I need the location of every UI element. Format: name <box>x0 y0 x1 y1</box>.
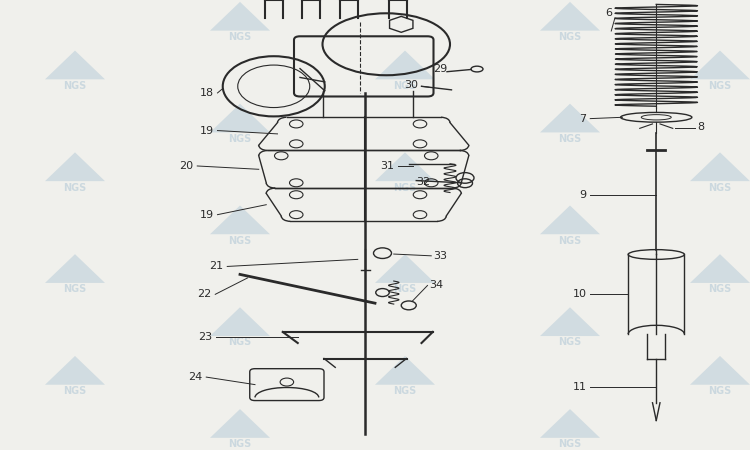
Text: NGS: NGS <box>63 386 86 396</box>
Text: 10: 10 <box>572 289 586 299</box>
Text: 21: 21 <box>209 261 224 271</box>
Text: NGS: NGS <box>558 32 582 42</box>
Text: NGS: NGS <box>393 81 417 91</box>
Text: 24: 24 <box>188 372 202 382</box>
Polygon shape <box>45 254 105 283</box>
Text: 6: 6 <box>606 8 613 18</box>
Polygon shape <box>45 153 105 181</box>
Polygon shape <box>375 153 435 181</box>
Polygon shape <box>690 153 750 181</box>
Text: 23: 23 <box>198 332 212 342</box>
Text: 29: 29 <box>433 63 448 74</box>
Text: NGS: NGS <box>228 236 251 246</box>
Text: NGS: NGS <box>558 134 582 144</box>
Polygon shape <box>45 356 105 385</box>
Text: 32: 32 <box>416 177 430 187</box>
Polygon shape <box>210 104 270 132</box>
Text: 33: 33 <box>433 251 448 261</box>
Polygon shape <box>540 104 600 132</box>
Text: 9: 9 <box>579 190 586 200</box>
Text: NGS: NGS <box>63 284 86 294</box>
Text: NGS: NGS <box>63 81 86 91</box>
Text: 19: 19 <box>200 210 214 220</box>
Text: 22: 22 <box>197 289 211 299</box>
Text: NGS: NGS <box>393 183 417 193</box>
Text: NGS: NGS <box>228 134 251 144</box>
Polygon shape <box>210 206 270 234</box>
Text: 34: 34 <box>429 280 443 291</box>
Text: NGS: NGS <box>708 386 731 396</box>
Text: NGS: NGS <box>558 439 582 449</box>
Text: NGS: NGS <box>708 284 731 294</box>
Polygon shape <box>690 254 750 283</box>
Text: 11: 11 <box>572 382 586 392</box>
Polygon shape <box>210 2 270 31</box>
Polygon shape <box>540 2 600 31</box>
Text: 18: 18 <box>200 88 214 98</box>
Polygon shape <box>540 409 600 438</box>
Polygon shape <box>210 307 270 336</box>
Text: NGS: NGS <box>558 236 582 246</box>
Text: NGS: NGS <box>228 439 251 449</box>
Polygon shape <box>375 356 435 385</box>
Text: NGS: NGS <box>558 338 582 347</box>
Text: 30: 30 <box>404 80 418 90</box>
Polygon shape <box>690 356 750 385</box>
Polygon shape <box>375 50 435 79</box>
Text: 19: 19 <box>200 126 214 135</box>
Text: 20: 20 <box>179 161 194 171</box>
Text: 7: 7 <box>579 113 586 124</box>
Text: NGS: NGS <box>393 386 417 396</box>
Polygon shape <box>540 206 600 234</box>
Polygon shape <box>210 409 270 438</box>
Text: NGS: NGS <box>228 32 251 42</box>
Text: NGS: NGS <box>393 284 417 294</box>
Polygon shape <box>45 50 105 79</box>
Text: 8: 8 <box>698 122 705 132</box>
Polygon shape <box>375 254 435 283</box>
Polygon shape <box>690 50 750 79</box>
Text: NGS: NGS <box>228 338 251 347</box>
Text: NGS: NGS <box>708 81 731 91</box>
Polygon shape <box>540 307 600 336</box>
Text: 31: 31 <box>380 161 394 171</box>
Text: NGS: NGS <box>63 183 86 193</box>
Text: NGS: NGS <box>708 183 731 193</box>
